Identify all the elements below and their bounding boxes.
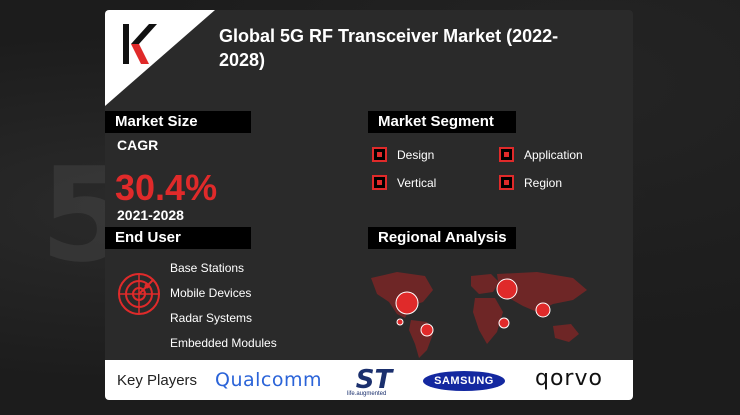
qualcomm-logo: Qualcomm — [215, 369, 323, 391]
market-segment-heading: Market Segment — [368, 111, 516, 133]
qorvo-logo: qorvo — [535, 366, 603, 391]
cagr-label: CAGR — [117, 137, 159, 153]
cagr-value: 30.4% — [115, 167, 218, 208]
segment-label: Design — [397, 147, 435, 162]
world-map-icon — [371, 272, 587, 358]
list-item: Embedded Modules — [170, 336, 277, 350]
page-title: Global 5G RF Transceiver Market (2022-20… — [219, 26, 559, 70]
segment-label: Region — [524, 175, 563, 190]
key-players-label: Key Players — [117, 372, 198, 389]
market-size-heading: Market Size — [105, 111, 251, 133]
radar-icon — [118, 273, 160, 315]
end-user-list: Base Stations Mobile Devices Radar Syste… — [170, 260, 277, 360]
list-item: Mobile Devices — [170, 286, 252, 300]
samsung-logo: SAMSUNG — [423, 371, 505, 391]
infographic-card: Global 5G RF Transceiver Market (2022-20… — [105, 10, 633, 400]
st-tagline: life.augmented — [347, 391, 387, 397]
checkbox-icon — [372, 147, 387, 162]
end-user-heading: End User — [105, 227, 251, 249]
k-logo-icon — [123, 24, 157, 64]
key-players-footer: Key Players Qualcomm ST life.augmented S… — [105, 360, 633, 400]
regional-analysis-heading: Regional Analysis — [368, 227, 516, 249]
svg-text:ST: ST — [356, 365, 395, 395]
cagr-period: 2021-2028 — [117, 207, 184, 223]
segment-label: Vertical — [397, 175, 437, 190]
segment-item: Region — [499, 175, 562, 190]
segment-item: Vertical — [372, 175, 436, 190]
segment-item: Application — [499, 147, 583, 162]
segment-item: Design — [372, 147, 434, 162]
checkbox-icon — [499, 147, 514, 162]
checkbox-icon — [499, 175, 514, 190]
list-item: Base Stations — [170, 261, 245, 275]
checkbox-icon — [372, 175, 387, 190]
segment-label: Application — [524, 147, 583, 162]
st-logo: ST — [356, 365, 395, 395]
list-item: Radar Systems — [170, 311, 253, 325]
